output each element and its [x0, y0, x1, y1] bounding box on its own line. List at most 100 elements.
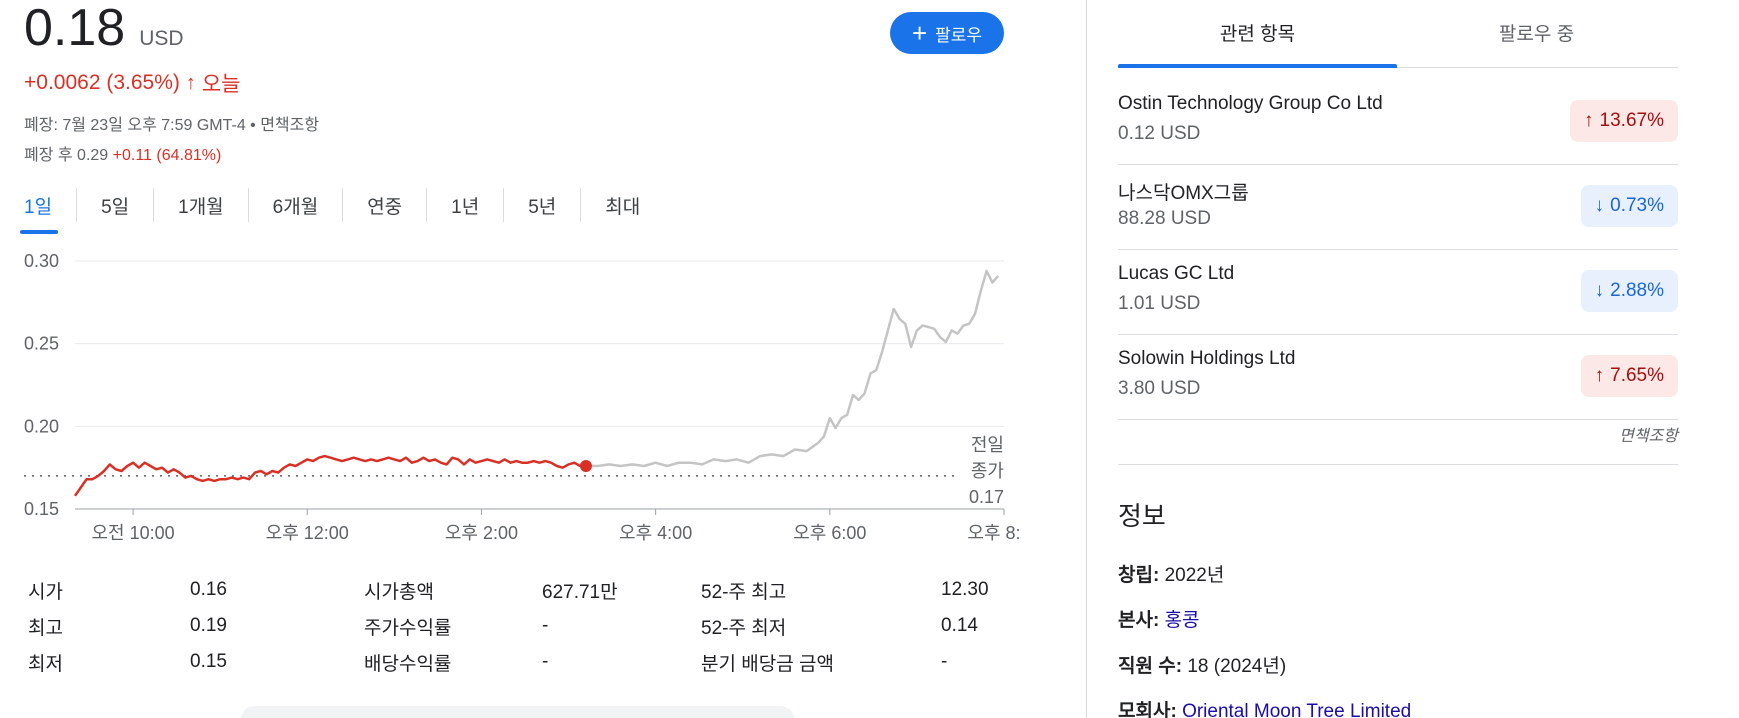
founded-label: 창립:	[1118, 565, 1160, 586]
follow-button[interactable]: + 팔로우	[890, 12, 1004, 54]
range-tab[interactable]: 연중	[367, 197, 403, 218]
related-item[interactable]: 나스닥OMX그룹 88.28 USD ↓ 0.73%	[1118, 165, 1678, 250]
after-hours-info: 폐장 후 0.29 +0.11 (64.81%)	[24, 141, 221, 165]
range-tab[interactable]: 6개월	[272, 197, 319, 218]
stat-label: 52-주 최고	[701, 581, 787, 603]
stat-value: -	[542, 651, 549, 672]
stat-value: 627.71만	[542, 581, 618, 603]
range-tabs: 1일 5일 1개월 6개월 연중 1년 5년 최대	[19, 188, 641, 234]
stat-label: 최고	[28, 617, 63, 639]
stat-value: 0.15	[190, 651, 227, 672]
x-tick-label: 오후 6:00	[793, 523, 866, 543]
range-tab[interactable]: 1개월	[178, 197, 224, 218]
side-panel: 관련 항목 팔로우 중 Ostin Technology Group Co Lt…	[1118, 0, 1678, 718]
x-tick-label: 오후 12:00	[266, 523, 349, 543]
related-list: Ostin Technology Group Co Ltd 0.12 USD ↑ 13…	[1118, 80, 1678, 420]
regular-session-line	[73, 454, 586, 497]
range-tab[interactable]: 1년	[451, 197, 480, 218]
tab-separator	[503, 188, 505, 222]
currency: USD	[139, 27, 184, 50]
tab-separator	[342, 188, 344, 222]
close-point	[579, 460, 592, 473]
tab-following[interactable]: 팔로우 중	[1498, 24, 1575, 45]
info-parent: 모회사: Oriental Moon Tree Limited	[1118, 696, 1411, 718]
stat-label: 52-주 최저	[701, 617, 787, 639]
closed-info: 폐장: 7월 23일 오후 7:59 GMT-4 • 면책조항	[24, 117, 320, 134]
range-tab[interactable]: 5일	[101, 197, 130, 218]
related-item[interactable]: Ostin Technology Group Co Ltd 0.12 USD ↑ 13…	[1118, 80, 1678, 165]
related-item[interactable]: Lucas GC Ltd 1.01 USD ↓ 2.88%	[1118, 250, 1678, 335]
plus-icon: +	[911, 18, 928, 48]
info-title: 정보	[1118, 501, 1166, 531]
related-disclaimer[interactable]: 면책조항	[1619, 428, 1678, 445]
stat-label: 시가	[28, 581, 63, 603]
more-button[interactable]	[240, 706, 795, 718]
hq-link[interactable]: 홍콩	[1164, 610, 1200, 631]
previous-close-label: 전일	[971, 435, 1004, 455]
stats-table: 시가 0.16 시가총액 627.71만 52-주 최고 12.30 최고 0.19 주가수익률…	[28, 572, 1008, 680]
related-item[interactable]: Solowin Holdings Ltd 3.80 USD ↑ 7.65%	[1118, 335, 1678, 420]
stat-value: 12.30	[941, 579, 989, 600]
stat-value: 0.16	[190, 579, 227, 600]
parent-label: 모회사:	[1118, 701, 1177, 718]
stat-row: 시가 0.16 시가총액 627.71만 52-주 최고 12.30	[28, 572, 1008, 608]
arrow-up-icon: ↑	[185, 71, 196, 94]
related-price: 1.01 USD	[1118, 293, 1201, 314]
y-tick-label: 0.15	[24, 499, 59, 519]
tab-separator	[580, 188, 582, 222]
info-hq: 본사: 홍콩	[1118, 605, 1200, 632]
price-change: +0.0062 (3.65%) ↑ 오늘	[24, 68, 241, 98]
stat-label: 주가수익률	[364, 617, 452, 639]
hq-label: 본사:	[1118, 610, 1160, 631]
x-tick-label: 오후 4:00	[619, 523, 692, 543]
range-tab[interactable]: 5년	[528, 197, 557, 218]
tab-related[interactable]: 관련 항목	[1118, 0, 1397, 68]
related-name: Ostin Technology Group Co Ltd	[1118, 93, 1383, 114]
tab-separator	[153, 188, 155, 222]
x-tick-label: 오전 10:00	[91, 523, 174, 543]
side-tabs: 관련 항목 팔로우 중	[1118, 0, 1678, 68]
arrow-up-icon: ↑	[1594, 365, 1605, 386]
x-tick-label: 오후 2:00	[445, 523, 518, 543]
stat-row: 최고 0.19 주가수익률 - 52-주 최저 0.14	[28, 608, 1008, 644]
previous-close-label: 종가	[971, 461, 1004, 481]
change-period: 오늘	[201, 73, 241, 96]
previous-close-label: 0.17	[969, 487, 1004, 507]
stat-label: 배당수익률	[364, 653, 452, 675]
stat-value: 0.14	[941, 615, 978, 636]
y-tick-label: 0.20	[24, 416, 59, 436]
change-percent: 2.88%	[1610, 280, 1664, 301]
related-price: 88.28 USD	[1118, 208, 1211, 229]
stat-row: 최저 0.15 배당수익률 - 분기 배당금 금액 -	[28, 644, 1008, 680]
after-hours-line	[586, 269, 1000, 468]
parent-link[interactable]: Oriental Moon Tree Limited	[1182, 701, 1412, 718]
range-tab[interactable]: 최대	[605, 197, 641, 218]
info-employees: 직원 수: 18 (2024년)	[1118, 651, 1286, 678]
price-chart: 0.30 0.25 0.20 0.15 오전 10:00 오후 12:00 오후 2:00 오…	[24, 251, 1020, 543]
change-badge: ↓ 0.73%	[1580, 185, 1678, 227]
stat-value: 0.19	[190, 615, 227, 636]
follow-button-label: 팔로우	[935, 25, 983, 45]
range-tab[interactable]: 1일	[19, 188, 59, 234]
stat-label: 최저	[28, 653, 63, 675]
related-price: 3.80 USD	[1118, 378, 1201, 399]
y-tick-label: 0.30	[24, 251, 59, 271]
employees-value: 18 (2024년)	[1187, 656, 1287, 677]
related-price: 0.12 USD	[1118, 123, 1201, 144]
divider	[1118, 464, 1678, 465]
arrow-up-icon: ↑	[1584, 110, 1594, 131]
arrow-down-icon: ↓	[1594, 195, 1605, 216]
change-value: +0.0062 (3.65%)	[24, 71, 180, 94]
arrow-down-icon: ↓	[1594, 280, 1605, 301]
panel-divider	[1086, 0, 1087, 718]
founded-value: 2022년	[1164, 565, 1225, 586]
change-badge: ↓ 2.88%	[1580, 270, 1678, 312]
stat-value: -	[542, 615, 549, 636]
tab-separator	[247, 188, 249, 222]
tab-separator	[76, 188, 78, 222]
x-tick-label: 오후 8:00	[967, 523, 1020, 543]
change-badge: ↑ 7.65%	[1580, 355, 1678, 397]
y-tick-label: 0.25	[24, 334, 59, 354]
stat-label: 분기 배당금 금액	[701, 653, 834, 675]
related-name: 나스닥OMX그룹	[1118, 183, 1249, 204]
